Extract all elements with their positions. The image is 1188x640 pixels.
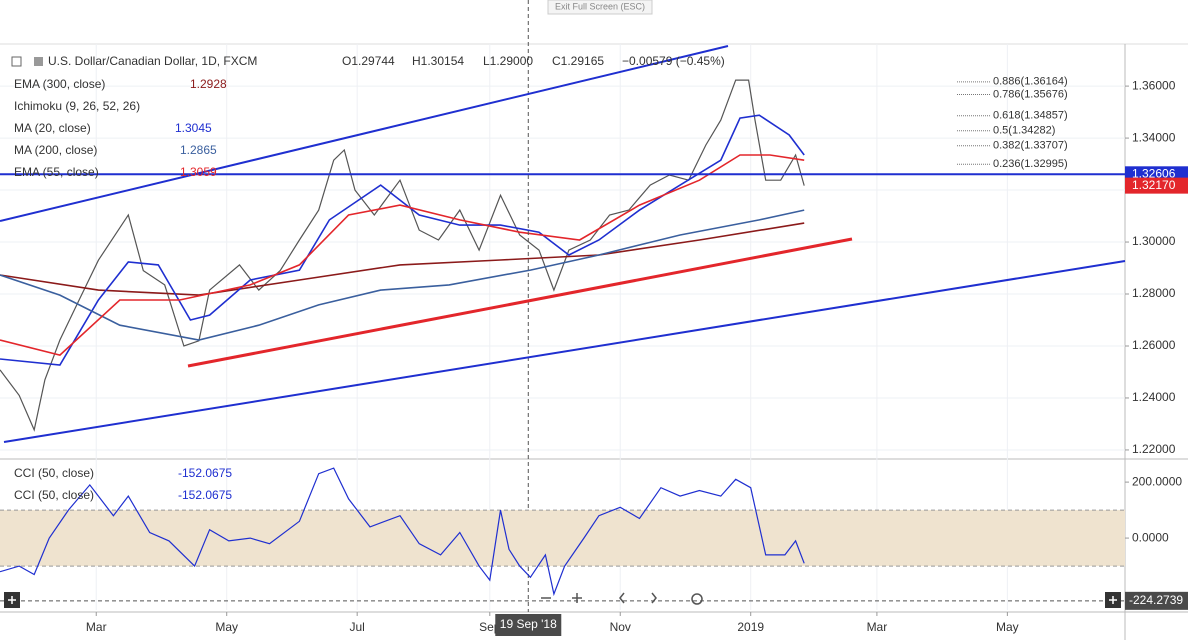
- ohlc-change: −0.00579 (−0.45%): [622, 54, 725, 68]
- y-tick-label: 1.22000: [1132, 442, 1176, 456]
- reset[interactable]: [691, 593, 703, 605]
- fib-label: 0.382(1.33707): [993, 140, 1068, 152]
- series-line: [0, 154, 805, 356]
- fib-label: 0.5(1.34282): [993, 125, 1055, 137]
- series-line: [0, 79, 805, 432]
- fib-label: 0.886(1.36164): [993, 76, 1068, 88]
- indicator-value: 1.3045: [175, 121, 212, 135]
- add-icon: [8, 596, 16, 604]
- fib-label: 0.618(1.34857): [993, 110, 1068, 122]
- collapse-icon[interactable]: [11, 56, 22, 67]
- indicator-value: -152.0675: [178, 466, 232, 480]
- indicator-name: CCI (50, close): [14, 466, 94, 480]
- indicator-value: 1.3059: [180, 165, 217, 179]
- indicator-value: 1.2865: [180, 143, 217, 157]
- zoom-in[interactable]: [572, 593, 582, 603]
- exit-label: Exit Full Screen (ESC): [555, 1, 645, 11]
- x-tick-label: 2019: [737, 620, 764, 634]
- price-label: 1.32606: [1132, 166, 1176, 180]
- series-line: [0, 467, 805, 597]
- zoom-toolbar: [541, 592, 703, 605]
- ohlc-low: L1.29000: [483, 54, 533, 68]
- y-tick-label: 1.34000: [1132, 130, 1176, 144]
- ohlc-close: C1.29165: [552, 54, 604, 68]
- exit-button[interactable]: [547, 0, 653, 15]
- x-tick-label: Mar: [86, 620, 107, 634]
- last-price-label: 1.32170: [1132, 178, 1176, 192]
- last-price-box: [1125, 177, 1188, 194]
- x-tick-label: Nov: [610, 620, 631, 634]
- y-tick-label: 1.36000: [1132, 78, 1176, 92]
- channel-upper: [0, 45, 729, 222]
- indicator-name: CCI (50, close): [14, 488, 94, 502]
- y-tick-label: 0.0000: [1132, 530, 1169, 544]
- y-tick-label: 200.0000: [1132, 474, 1182, 488]
- series-line: [0, 222, 805, 296]
- add-icon: [1109, 596, 1117, 604]
- y-tick-label: 1.24000: [1132, 390, 1176, 404]
- support-line: [187, 237, 853, 368]
- x-tick-label: Jul: [350, 620, 365, 634]
- crosshair-value-box: [1125, 591, 1188, 610]
- crosshair-date: 19 Sep '18: [500, 617, 557, 631]
- x-tick-label: May: [215, 620, 238, 634]
- symbol-icon: [34, 57, 43, 66]
- scroll-right[interactable]: [651, 592, 657, 604]
- y-tick-label: 1.26000: [1132, 338, 1176, 352]
- indicator-value: 1.2928: [190, 77, 227, 91]
- scroll-left[interactable]: [619, 592, 625, 604]
- indicator-value: -152.0675: [178, 488, 232, 502]
- indicator-name: MA (200, close): [14, 143, 97, 157]
- symbol-title: U.S. Dollar/Canadian Dollar, 1D, FXCM: [48, 54, 257, 68]
- indicator-name: MA (20, close): [14, 121, 91, 135]
- indicator-name: EMA (300, close): [14, 77, 105, 91]
- ohlc-open: O1.29744: [342, 54, 395, 68]
- x-tick-label: May: [996, 620, 1019, 634]
- series-line: [0, 209, 805, 341]
- channel-lower: [3, 260, 1126, 443]
- cci-band: [0, 510, 1125, 567]
- crosshair-value: -224.2739: [1129, 593, 1183, 607]
- ohlc-high: H1.30154: [412, 54, 464, 68]
- indicator-name: EMA (55, close): [14, 165, 99, 179]
- indicator-name: Ichimoku (9, 26, 52, 26): [14, 99, 140, 113]
- y-tick-label: 1.28000: [1132, 286, 1176, 300]
- crosshair-date-box: [495, 614, 562, 636]
- series-line: [0, 114, 805, 366]
- fib-label: 0.236(1.32995): [993, 158, 1068, 170]
- fib-label: 0.786(1.35676): [993, 88, 1068, 100]
- x-tick-label: Mar: [867, 620, 888, 634]
- y-tick-label: 1.30000: [1132, 234, 1176, 248]
